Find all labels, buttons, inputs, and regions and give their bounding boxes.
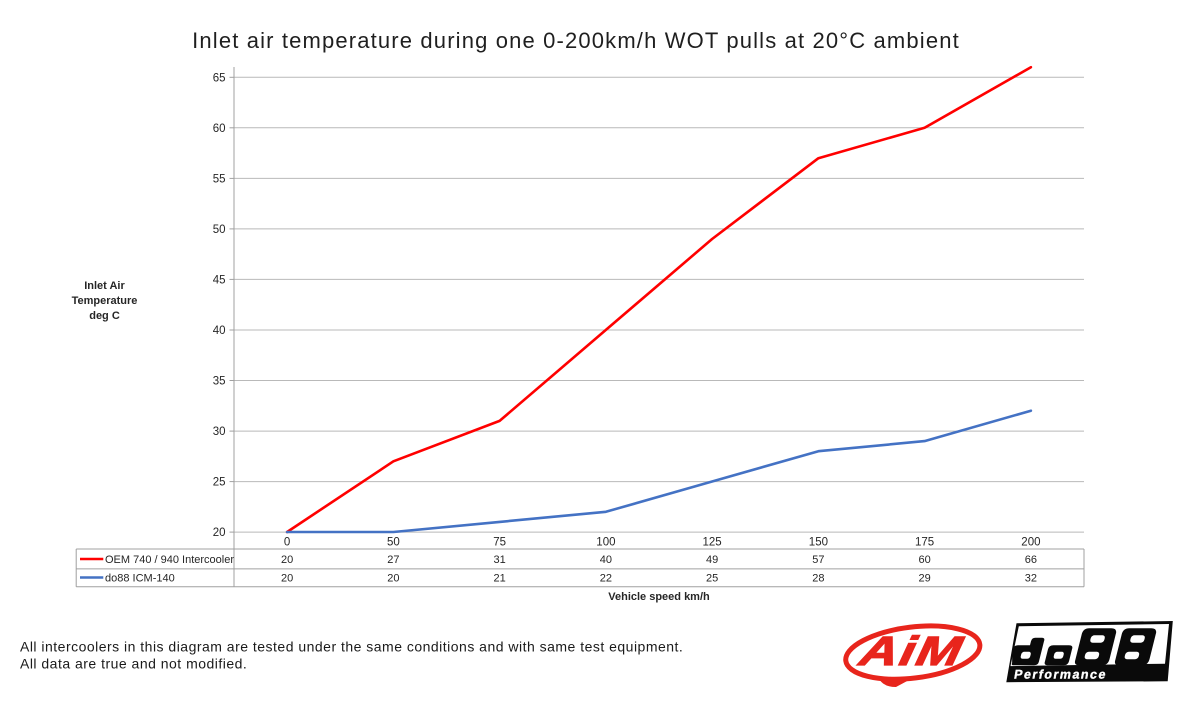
svg-text:22: 22 (600, 573, 612, 585)
svg-text:21: 21 (493, 573, 505, 585)
svg-text:40: 40 (213, 325, 226, 337)
svg-text:Vehicle speed km/h: Vehicle speed km/h (608, 591, 710, 603)
svg-text:20: 20 (213, 527, 226, 539)
svg-text:Inlet air temperature during o: Inlet air temperature during one 0-200km… (192, 28, 960, 53)
svg-text:27: 27 (387, 554, 399, 566)
svg-text:125: 125 (703, 537, 722, 549)
svg-text:35: 35 (213, 376, 226, 388)
svg-text:29: 29 (918, 573, 930, 585)
svg-text:100: 100 (596, 537, 615, 549)
svg-text:Inlet Air: Inlet Air (84, 280, 125, 292)
svg-text:25: 25 (213, 477, 226, 489)
svg-text:45: 45 (213, 274, 226, 286)
svg-text:All data are true and not modi: All data are true and not modified. (20, 656, 247, 672)
svg-text:All intercoolers in this diagr: All intercoolers in this diagram are tes… (20, 638, 683, 654)
svg-text:60: 60 (213, 123, 226, 135)
svg-text:20: 20 (387, 573, 399, 585)
svg-text:150: 150 (809, 537, 828, 549)
svg-text:Performance: Performance (1013, 668, 1108, 682)
svg-text:32: 32 (1025, 573, 1037, 585)
svg-text:50: 50 (213, 224, 226, 236)
svg-text:0: 0 (284, 537, 290, 549)
svg-text:20: 20 (281, 573, 293, 585)
svg-text:75: 75 (493, 537, 506, 549)
svg-text:200: 200 (1021, 537, 1040, 549)
svg-text:31: 31 (493, 554, 505, 566)
svg-text:30: 30 (213, 426, 226, 438)
svg-text:20: 20 (281, 554, 293, 566)
svg-text:175: 175 (915, 537, 934, 549)
svg-text:49: 49 (706, 554, 718, 566)
svg-text:28: 28 (812, 573, 824, 585)
svg-text:25: 25 (706, 573, 718, 585)
svg-text:deg C: deg C (89, 310, 120, 322)
svg-text:AiM: AiM (855, 629, 968, 675)
svg-text:60: 60 (918, 554, 930, 566)
svg-text:do88 ICM-140: do88 ICM-140 (105, 573, 175, 585)
svg-text:OEM 740 / 940 Intercooler: OEM 740 / 940 Intercooler (105, 554, 234, 566)
svg-text:65: 65 (213, 72, 226, 84)
svg-text:66: 66 (1025, 554, 1037, 566)
svg-text:55: 55 (213, 173, 226, 185)
svg-text:57: 57 (812, 554, 824, 566)
svg-text:Temperature: Temperature (72, 295, 138, 307)
svg-text:50: 50 (387, 537, 400, 549)
svg-text:40: 40 (600, 554, 612, 566)
